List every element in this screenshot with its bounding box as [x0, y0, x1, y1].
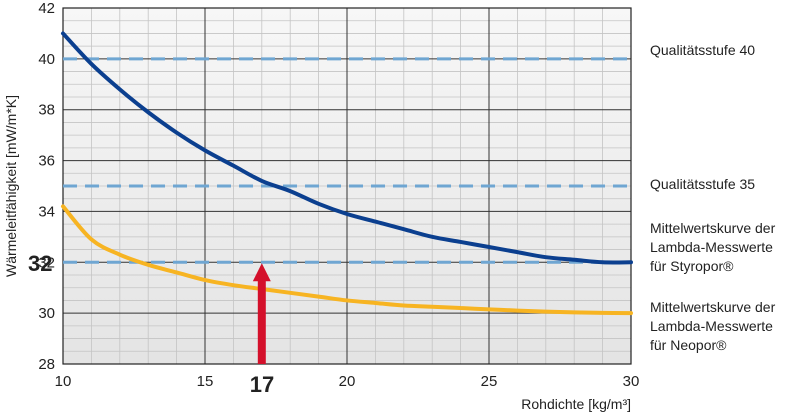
highlight-x-label: 17	[250, 372, 274, 397]
x-tick-label: 10	[55, 373, 72, 390]
x-tick-label: 25	[481, 373, 498, 390]
x-tick-label: 15	[197, 373, 214, 390]
legend-styropor-line1: Mittelwertskurve der	[650, 220, 776, 236]
y-tick-label: 32	[38, 254, 55, 271]
highlight-arrow-shaft	[257, 280, 266, 364]
y-tick-label: 38	[38, 102, 55, 119]
highlight-layer	[252, 263, 271, 364]
y-tick-label: 28	[38, 356, 55, 373]
x-tick-labels: 10 15 20 25 30	[55, 373, 640, 390]
legend-styropor-line2: Lambda-Messwerte	[650, 239, 773, 255]
reference-lines	[63, 57, 631, 264]
y-tick-label: 30	[38, 305, 55, 322]
series-layer	[61, 31, 633, 316]
legend-neopor-line2: Lambda-Messwerte	[650, 318, 773, 334]
highlight-y-label: 32	[28, 251, 52, 276]
y-tick-labels: 28 30 32 34 36 38 40 42	[38, 0, 55, 373]
highlight-arrow-head	[252, 263, 271, 282]
legend-styropor-line3: für Styropor®	[650, 258, 734, 274]
x-tick-label: 30	[623, 373, 640, 390]
ref-label-40: Qualitätsstufe 40	[650, 42, 755, 58]
series-line-neopor	[61, 204, 633, 316]
series-line-styropor	[61, 31, 633, 265]
y-tick-label: 34	[38, 203, 55, 220]
y-tick-label: 36	[38, 153, 55, 170]
x-tick-label: 20	[339, 373, 356, 390]
x-axis-label: Rohdichte [kg/m³]	[521, 396, 631, 412]
y-tick-label: 42	[38, 0, 55, 17]
legend-neopor-line3: für Neopor®	[650, 337, 727, 353]
legend-neopor-line1: Mittelwertskurve der	[650, 299, 776, 315]
ref-label-35: Qualitätsstufe 35	[650, 176, 755, 192]
y-tick-label: 40	[38, 51, 55, 68]
y-axis-label: Wärmeleitfähigkeit [mW/m*K]	[3, 95, 19, 277]
